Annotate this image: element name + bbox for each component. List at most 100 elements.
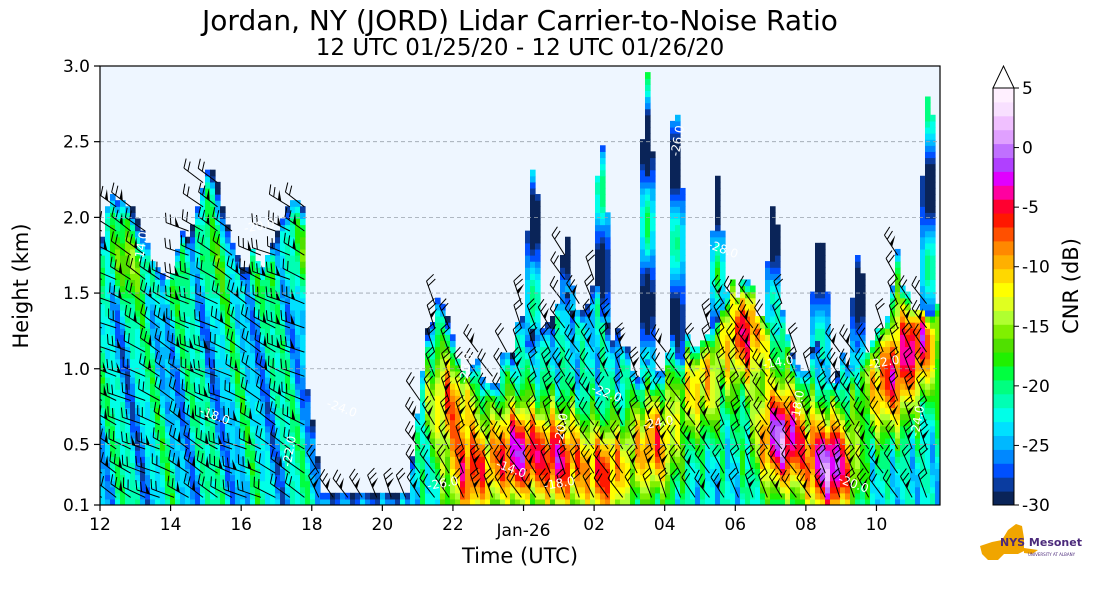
field-cell	[850, 352, 856, 360]
field-cell	[775, 358, 781, 366]
field-cell	[175, 309, 181, 317]
field-cell	[640, 474, 646, 482]
field-cell	[845, 407, 851, 415]
field-cell	[105, 437, 111, 445]
field-cell	[150, 364, 156, 372]
field-cell	[825, 291, 831, 299]
field-cell	[600, 401, 606, 409]
field-cell	[665, 413, 671, 421]
field-cell	[185, 492, 191, 500]
field-cell	[485, 486, 491, 494]
field-cell	[750, 395, 756, 402]
field-cell	[625, 346, 631, 354]
field-cell	[845, 474, 851, 482]
field-cell	[630, 419, 636, 427]
field-cell	[165, 364, 171, 372]
field-cell	[440, 303, 446, 311]
field-cell	[170, 383, 176, 390]
field-cell	[625, 492, 631, 500]
field-cell	[265, 370, 271, 378]
field-cell	[295, 407, 301, 415]
field-cell	[590, 285, 596, 293]
field-cell	[535, 444, 541, 451]
field-cell	[765, 407, 771, 415]
field-cell	[280, 462, 286, 470]
field-cell	[645, 224, 651, 232]
field-cell	[760, 444, 766, 451]
field-cell	[665, 492, 671, 500]
field-cell	[145, 328, 151, 335]
field-cell	[145, 383, 151, 390]
field-cell	[235, 303, 241, 311]
field-cell	[705, 383, 711, 390]
field-cell	[185, 309, 191, 317]
field-cell	[815, 474, 821, 482]
field-cell	[270, 303, 276, 311]
field-cell	[595, 340, 601, 348]
field-cell	[550, 328, 556, 335]
field-cell	[280, 346, 286, 354]
field-cell	[865, 413, 871, 421]
field-cell	[775, 431, 781, 439]
field-cell	[450, 370, 456, 378]
field-cell	[275, 279, 281, 287]
field-cell	[290, 230, 296, 238]
field-cell	[145, 450, 151, 457]
field-cell	[650, 346, 656, 354]
field-cell	[770, 328, 776, 335]
field-cell	[670, 468, 676, 476]
field-cell	[265, 309, 271, 317]
field-cell	[525, 267, 531, 274]
field-cell	[155, 309, 161, 317]
field-cell	[790, 462, 796, 470]
field-cell	[145, 480, 151, 488]
field-cell	[860, 315, 866, 323]
field-cell	[165, 315, 171, 323]
field-cell	[150, 334, 156, 341]
field-cell	[725, 425, 731, 433]
field-cell	[815, 395, 821, 402]
field-cell	[115, 346, 121, 354]
field-cell	[635, 376, 641, 384]
field-cell	[230, 401, 236, 409]
field-cell	[675, 248, 681, 256]
field-cell	[675, 352, 681, 360]
field-cell	[730, 389, 736, 396]
field-cell	[115, 468, 121, 476]
field-cell	[860, 456, 866, 463]
field-cell	[150, 328, 156, 335]
field-cell	[785, 401, 791, 409]
field-cell	[715, 206, 721, 213]
field-cell	[175, 248, 181, 256]
field-cell	[660, 419, 666, 427]
field-cell	[710, 297, 716, 305]
field-cell	[445, 456, 451, 463]
field-cell	[120, 419, 126, 427]
field-cell	[715, 498, 721, 505]
field-cell	[505, 480, 511, 488]
field-cell	[460, 431, 466, 439]
field-cell	[145, 444, 151, 451]
field-cell	[520, 492, 526, 500]
field-cell	[215, 279, 221, 287]
field-cell	[705, 444, 711, 451]
field-cell	[755, 468, 761, 476]
field-cell	[740, 383, 746, 390]
field-cell	[105, 358, 111, 366]
field-cell	[250, 279, 256, 287]
field-cell	[550, 383, 556, 390]
field-cell	[750, 352, 756, 360]
field-cell	[210, 255, 216, 262]
field-cell	[715, 468, 721, 476]
field-cell	[575, 401, 581, 409]
field-cell	[210, 187, 216, 195]
field-cell	[225, 474, 231, 482]
field-cell	[605, 218, 611, 226]
field-cell	[680, 480, 686, 488]
field-cell	[570, 352, 576, 360]
field-cell	[610, 413, 616, 421]
field-cell	[295, 315, 301, 323]
field-cell	[675, 492, 681, 500]
field-cell	[230, 279, 236, 287]
field-cell	[485, 401, 491, 409]
